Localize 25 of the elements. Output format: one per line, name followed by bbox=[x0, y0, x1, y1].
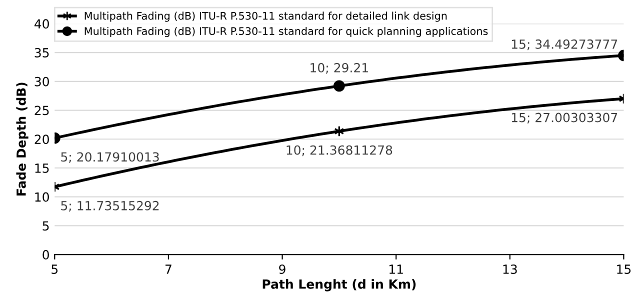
y-tick-label: 40 bbox=[34, 19, 49, 29]
legend-label: Multipath Fading (dB) ITU-R P.530-11 standard for quick planning applications bbox=[84, 26, 488, 38]
y-tick-label: 35 bbox=[34, 48, 49, 58]
x-tick-label: 13 bbox=[503, 264, 517, 274]
data-label: 15; 34.49273777 bbox=[512, 39, 618, 50]
y-tick-label: 0 bbox=[42, 250, 49, 260]
y-tick-label: 30 bbox=[34, 76, 49, 86]
data-label: 10; 29.21 bbox=[310, 62, 368, 74]
y-tick-label: 25 bbox=[34, 106, 49, 116]
x-tick-label: 15 bbox=[617, 264, 631, 274]
data-label: 5; 11.73515292 bbox=[61, 200, 159, 212]
y-tick-label: 20 bbox=[34, 134, 49, 144]
x-axis-title: Path Lenght (d in Km) bbox=[262, 279, 416, 292]
y-tick-label: 10 bbox=[35, 192, 49, 202]
y-tick-label: 5 bbox=[42, 221, 49, 231]
legend-label: Multipath Fading (dB) ITU-R P.530-11 standard for detailed link design bbox=[84, 12, 447, 22]
x-tick-label: 5 bbox=[52, 264, 58, 274]
data-label: 5; 20.17910013 bbox=[61, 152, 159, 163]
y-tick-label: 15 bbox=[35, 164, 49, 173]
x-tick-label: 9 bbox=[279, 264, 286, 274]
data-label: 10; 21.36811278 bbox=[286, 145, 392, 156]
x-tick-label: 7 bbox=[166, 264, 172, 274]
x-tick-label: 11 bbox=[390, 264, 403, 274]
data-label: 15; 27.00303307 bbox=[512, 112, 618, 124]
y-axis-title: Fade Depth (dB) bbox=[16, 82, 28, 196]
